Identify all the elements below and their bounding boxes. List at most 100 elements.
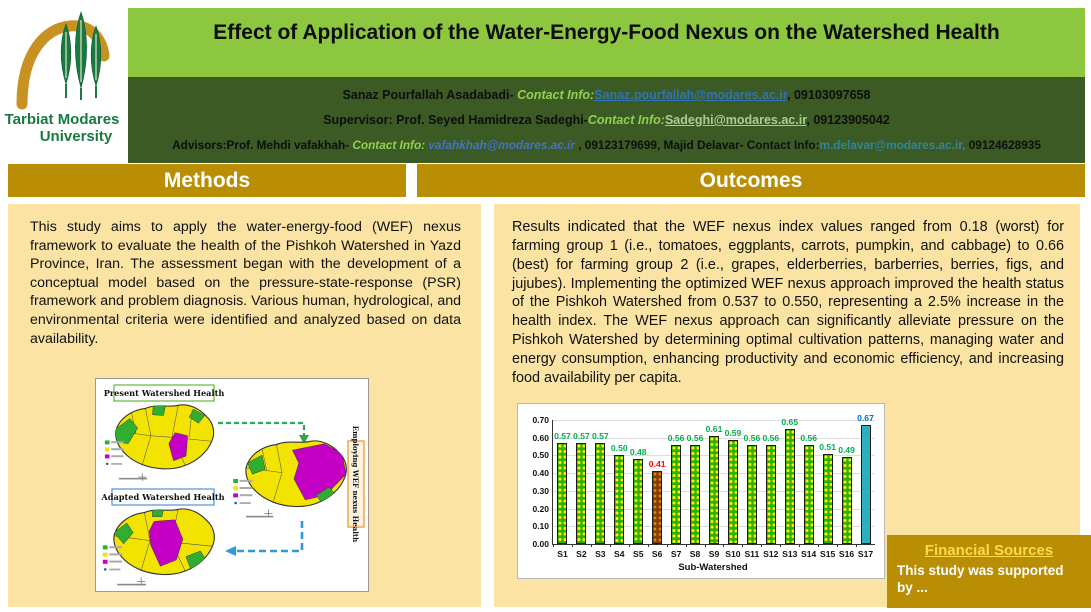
author-email-link[interactable]: Sanaz.pourfallah@modares.ac.ir bbox=[594, 88, 788, 102]
university-logo: Tarbiat Modares University bbox=[0, 0, 128, 163]
outcomes-section-header: Outcomes bbox=[417, 164, 1085, 197]
chart-bar-value: 0.56 bbox=[686, 432, 704, 443]
tarbiat-modares-logo-icon: Tarbiat Modares University bbox=[5, 11, 120, 145]
supervisor-line: Supervisor: Prof. Seyed Hamidreza Sadegh… bbox=[323, 113, 890, 127]
chart-y-tick: 0.60 bbox=[532, 432, 549, 443]
chart-bar bbox=[671, 444, 682, 544]
chart-bar bbox=[709, 435, 719, 544]
adapted-map-title: Adapted Watershed Health bbox=[100, 492, 224, 502]
chart-bar bbox=[765, 444, 776, 544]
advisor1-email-link[interactable]: vafahkhah@modares.ac.ir bbox=[428, 138, 575, 152]
chart-x-tick-mark bbox=[590, 544, 592, 547]
chart-x-tick: S14 bbox=[801, 549, 817, 559]
chart-x-tick-mark bbox=[571, 544, 573, 547]
title-bar: Effect of Application of the Water-Energ… bbox=[128, 8, 1085, 77]
present-map-title: Present Watershed Health bbox=[104, 388, 225, 398]
chart-x-tick: S2 bbox=[576, 549, 587, 559]
blue-arrowhead-icon bbox=[225, 546, 236, 556]
chart-x-tick-mark bbox=[818, 544, 820, 547]
wef-map-label: Employing WEF nexus Health bbox=[351, 426, 360, 542]
chart-x-tick-mark bbox=[856, 544, 858, 547]
chart-bar-value: 0.57 bbox=[573, 431, 590, 442]
advisor1-name: Advisors:Prof. Mehdi vafakhah- bbox=[172, 138, 353, 152]
author-line-1: Sanaz Pourfallah Asadabadi- Contact Info… bbox=[343, 88, 871, 102]
chart-bar-value: 0.41 bbox=[648, 459, 666, 470]
contact-info-label: Contact Info: bbox=[517, 88, 595, 102]
chart-bar-value: 0.61 bbox=[705, 423, 723, 434]
chart-x-tick: S7 bbox=[670, 549, 682, 559]
blue-flow-arrow bbox=[236, 521, 304, 553]
logo-text-line1: Tarbiat Modares bbox=[5, 111, 120, 128]
chart-y-tick: 0.10 bbox=[532, 521, 549, 532]
advisor1-phone: , 09123179699, bbox=[574, 138, 664, 152]
chart-x-tick: S15 bbox=[819, 549, 836, 559]
chart-x-axis-title: Sub-Watershed bbox=[678, 562, 748, 573]
chart-x-tick-mark bbox=[609, 544, 611, 547]
chart-x-tick: S16 bbox=[838, 549, 855, 559]
chart-bar-value: 0.65 bbox=[781, 416, 799, 427]
chart-bar-value: 0.57 bbox=[554, 431, 571, 442]
contact-info-label: Contact Info: bbox=[352, 138, 429, 152]
watershed-maps-svg: Present Watershed Health bbox=[100, 384, 365, 586]
chart-x-tick: S17 bbox=[857, 549, 874, 559]
adapted-map-title-box bbox=[111, 488, 215, 506]
chart-y-tick: 0.50 bbox=[532, 450, 549, 461]
chart-bar bbox=[841, 457, 852, 544]
chart-bar-value: 0.56 bbox=[667, 432, 685, 443]
supervisor-email-link[interactable]: Sadeghi@modares.ac.ir bbox=[664, 113, 807, 127]
chart-y-tick: 0.30 bbox=[532, 485, 549, 496]
chart-bar bbox=[614, 455, 625, 544]
chart-x-tick: S9 bbox=[708, 549, 720, 559]
chart-bar-value: 0.48 bbox=[629, 446, 647, 457]
advisor2-name: Majid Delavar- bbox=[663, 138, 747, 152]
wef-map-label-box bbox=[347, 440, 365, 528]
contact-info-label: Contact Info: bbox=[587, 113, 665, 127]
author-phone: , 09103097658 bbox=[787, 88, 871, 102]
chart-bar-value: 0.57 bbox=[591, 431, 609, 442]
wef-chart-plot: 0.00 0.10 0.20 0.30 0.40 0.50 0.60 0.70 0.57 S1 0.… bbox=[532, 413, 875, 559]
methods-section-header: Methods bbox=[8, 164, 406, 197]
chart-x-tick-mark bbox=[723, 544, 725, 547]
chart-bar-value: 0.56 bbox=[743, 432, 761, 443]
chart-x-tick: S6 bbox=[651, 549, 663, 559]
chart-x-tick: S10 bbox=[725, 549, 741, 559]
chart-x-tick-mark bbox=[647, 544, 649, 547]
chart-gridline bbox=[553, 420, 875, 421]
chart-x-tick: S5 bbox=[632, 549, 644, 559]
author-name: Sanaz Pourfallah Asadabadi- bbox=[342, 88, 518, 102]
chart-x-tick: S13 bbox=[782, 549, 798, 559]
chart-bar bbox=[803, 444, 814, 544]
chart-bar bbox=[746, 444, 757, 544]
chart-x-tick-mark bbox=[761, 544, 763, 547]
chart-x-tick: S11 bbox=[744, 549, 760, 559]
chart-bar bbox=[652, 471, 663, 544]
chart-x-tick-mark bbox=[837, 544, 839, 547]
chart-bar bbox=[576, 443, 587, 544]
green-flow-arrow bbox=[218, 421, 306, 435]
chart-y-tick: 0.20 bbox=[532, 503, 549, 514]
chart-bar bbox=[557, 443, 568, 544]
chart-bar-value: 0.56 bbox=[800, 432, 818, 443]
advisor2-phone: 09124628935 bbox=[965, 138, 1041, 152]
advisor2-email-link[interactable]: m.delavar@modares.ac.ir, bbox=[819, 138, 966, 152]
chart-y-tick: 0.40 bbox=[532, 468, 549, 479]
methods-panel: This study aims to apply the water-energ… bbox=[8, 204, 481, 607]
chart-x-tick: S8 bbox=[689, 549, 701, 559]
chart-x-tick: S3 bbox=[595, 549, 606, 559]
contact-info-label: Contact Info: bbox=[746, 138, 820, 152]
chart-x-tick-mark bbox=[666, 544, 668, 547]
chart-bar-value: 0.56 bbox=[762, 432, 780, 443]
chart-x-tick: S1 bbox=[557, 549, 568, 559]
chart-x-tick: S4 bbox=[614, 549, 625, 559]
financial-sources-body: This study was supported by ... bbox=[897, 563, 1064, 595]
chart-y-tick: 0.00 bbox=[532, 539, 549, 549]
methods-body-text: This study aims to apply the water-energ… bbox=[30, 219, 461, 347]
outcomes-body-text: Results indicated that the WEF nexus ind… bbox=[512, 219, 1064, 386]
chart-x-tick-mark bbox=[799, 544, 801, 547]
chart-bar bbox=[860, 425, 871, 544]
adapted-watershed-map bbox=[102, 508, 215, 586]
chart-x-tick-mark bbox=[780, 544, 782, 547]
financial-sources-box: Financial Sources This study was support… bbox=[887, 535, 1091, 608]
chart-bar bbox=[595, 443, 606, 544]
chart-bar-value: 0.59 bbox=[724, 427, 742, 438]
